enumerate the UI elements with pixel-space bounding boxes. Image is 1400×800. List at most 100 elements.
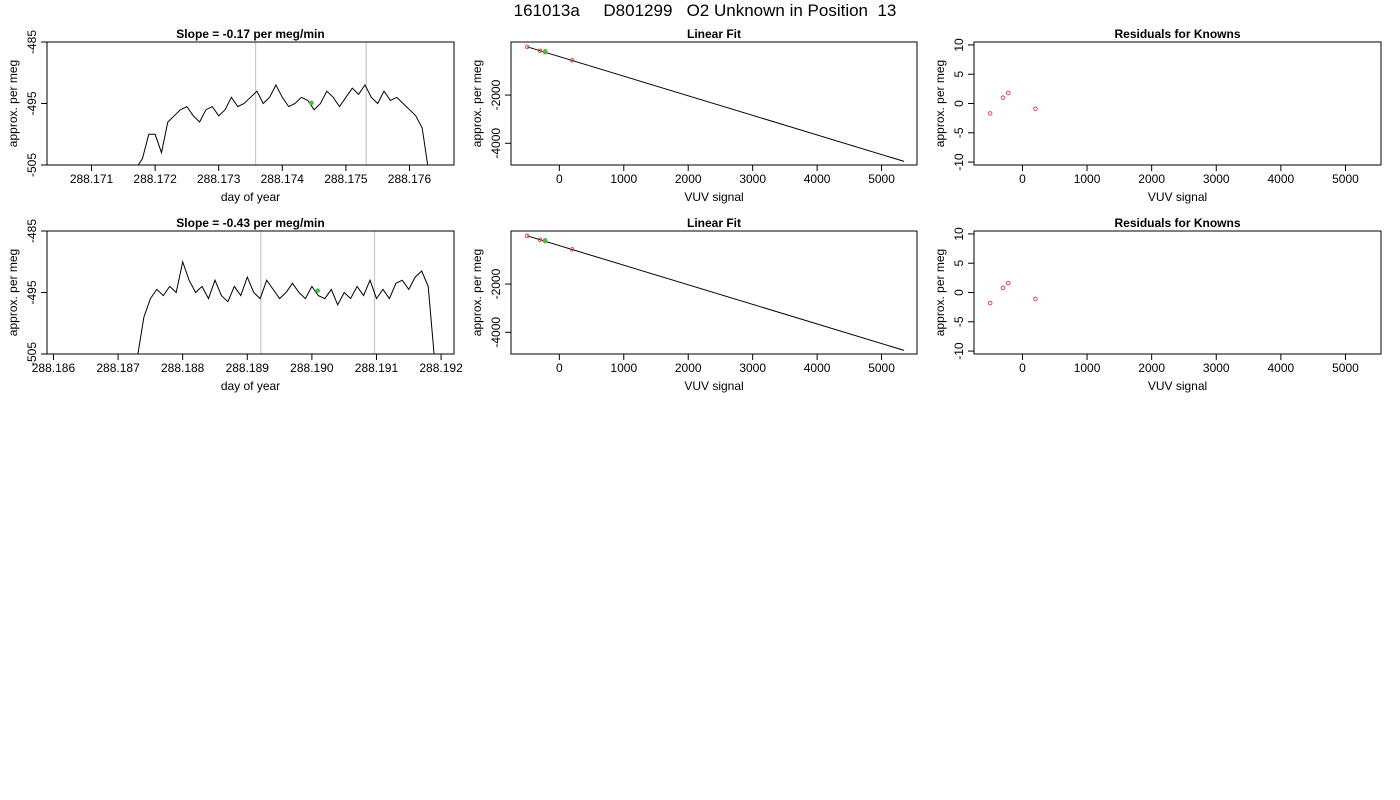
x-tick-label: 288.192 (419, 361, 463, 375)
y-tick-label: -5 (952, 127, 966, 138)
x-tick-label: 288.189 (226, 361, 270, 375)
y-tick-label: -5 (952, 316, 966, 327)
x-tick-label: 3000 (1203, 172, 1230, 186)
known-point (537, 48, 543, 54)
series-line (137, 83, 429, 165)
x-tick-label: 5000 (1332, 361, 1359, 375)
known-point (1033, 296, 1038, 302)
x-tick-label: 4000 (804, 361, 831, 375)
unknown-point (542, 237, 548, 243)
y-axis-label: approx. per meg (6, 249, 20, 336)
plot-frame (46, 41, 455, 166)
plot-frame (510, 41, 918, 166)
y-tick-label: -495 (25, 91, 39, 115)
x-axis-label: day of year (221, 379, 280, 393)
y-tick-label: -485 (25, 219, 39, 243)
x-tick-label: 2000 (1138, 361, 1165, 375)
y-tick-label: 5 (952, 71, 966, 78)
y-axis-label: approx. per meg (933, 60, 947, 147)
x-axis-label: VUV signal (1148, 379, 1207, 393)
chart-panel-1: Slope = -0.17 per meg/min 288.171 288.172 2… (6, 27, 455, 204)
chart-title: Linear Fit (687, 27, 741, 41)
y-tick-label: -505 (25, 342, 39, 366)
x-tick-label: 5000 (1332, 172, 1359, 186)
chart-panel-4: Slope = -0.43 per meg/min 288.186 288.187 2… (6, 216, 463, 393)
y-tick-label: 5 (952, 260, 966, 267)
chart-panel-5: Linear Fit 0 1000 2000 3000 4000 5000 -2000 -400… (470, 216, 918, 393)
known-point (524, 44, 530, 50)
fit-line (526, 235, 905, 351)
y-tick-label: -2000 (489, 268, 503, 299)
x-tick-label: 5000 (868, 172, 895, 186)
chart-panel-6: Residuals for Knowns 0 1000 2000 3000 4000 500… (933, 216, 1382, 393)
known-point (524, 233, 530, 239)
x-axis-label: VUV signal (684, 190, 743, 204)
x-axis-label: day of year (221, 190, 280, 204)
plot-area (137, 42, 429, 165)
x-tick-label: 288.172 (133, 172, 177, 186)
y-axis-label: approx. per meg (470, 60, 484, 147)
known-point (1000, 285, 1006, 291)
chart-title: Residuals for Knowns (1114, 216, 1240, 230)
unknown-point (542, 48, 548, 54)
y-axis-label: approx. per meg (470, 249, 484, 336)
plot-frame (510, 230, 918, 355)
x-axis-label: VUV signal (1148, 190, 1207, 204)
y-tick-label: -10 (952, 342, 966, 360)
x-tick-label: 288.173 (197, 172, 241, 186)
y-tick-label: 0 (952, 289, 966, 296)
y-axis-label: approx. per meg (933, 249, 947, 336)
known-point (569, 58, 575, 63)
plot-frame (973, 41, 1382, 166)
y-tick-label: -485 (25, 30, 39, 54)
plot-area (137, 231, 435, 354)
fit-line (526, 46, 905, 162)
x-tick-label: 1000 (610, 172, 637, 186)
known-point (987, 111, 993, 116)
x-tick-label: 2000 (1138, 172, 1165, 186)
y-tick-label: 10 (952, 227, 966, 241)
known-point (569, 247, 575, 252)
x-tick-label: 0 (1019, 172, 1026, 186)
y-axis-label: approx. per meg (6, 60, 20, 147)
plot-frame (46, 230, 455, 355)
chart-title: Slope = -0.43 per meg/min (176, 216, 324, 230)
x-tick-label: 288.171 (70, 172, 114, 186)
x-tick-label: 288.191 (355, 361, 399, 375)
x-tick-label: 3000 (739, 361, 766, 375)
y-tick-label: -495 (25, 280, 39, 304)
page-title: 161013a D801299 O2 Unknown in Position 1… (513, 1, 897, 20)
x-tick-label: 2000 (675, 361, 702, 375)
x-tick-label: 0 (556, 361, 563, 375)
known-point (1000, 95, 1006, 100)
chart-panel-3: Residuals for Knowns 0 1000 2000 3000 4000 500… (933, 27, 1382, 204)
plot-area (987, 280, 1038, 306)
x-tick-label: 1000 (1074, 361, 1101, 375)
known-point (1033, 106, 1038, 112)
unknown-point (309, 100, 314, 106)
plot-frame (973, 230, 1382, 355)
plot-area (524, 233, 905, 351)
y-tick-label: -4000 (489, 317, 503, 348)
y-tick-label: 0 (952, 100, 966, 107)
y-tick-label: -10 (952, 153, 966, 171)
x-tick-label: 1000 (1074, 172, 1101, 186)
known-point (1005, 280, 1011, 286)
chart-panel-2: Linear Fit 0 1000 2000 3000 4000 5000 -2000 -400… (470, 27, 918, 204)
x-tick-label: 0 (556, 172, 563, 186)
y-tick-label: -4000 (489, 128, 503, 159)
x-tick-label: 288.175 (324, 172, 368, 186)
x-tick-label: 4000 (1268, 172, 1295, 186)
x-tick-label: 3000 (739, 172, 766, 186)
plot-area (524, 44, 905, 162)
x-tick-label: 288.176 (388, 172, 432, 186)
chart-title: Slope = -0.17 per meg/min (176, 27, 324, 41)
x-tick-label: 1000 (610, 361, 637, 375)
x-tick-label: 288.187 (96, 361, 140, 375)
x-tick-label: 288.174 (261, 172, 305, 186)
y-tick-label: -505 (25, 153, 39, 177)
known-point (1005, 90, 1011, 96)
unknown-point (315, 288, 320, 293)
x-axis-label: VUV signal (684, 379, 743, 393)
